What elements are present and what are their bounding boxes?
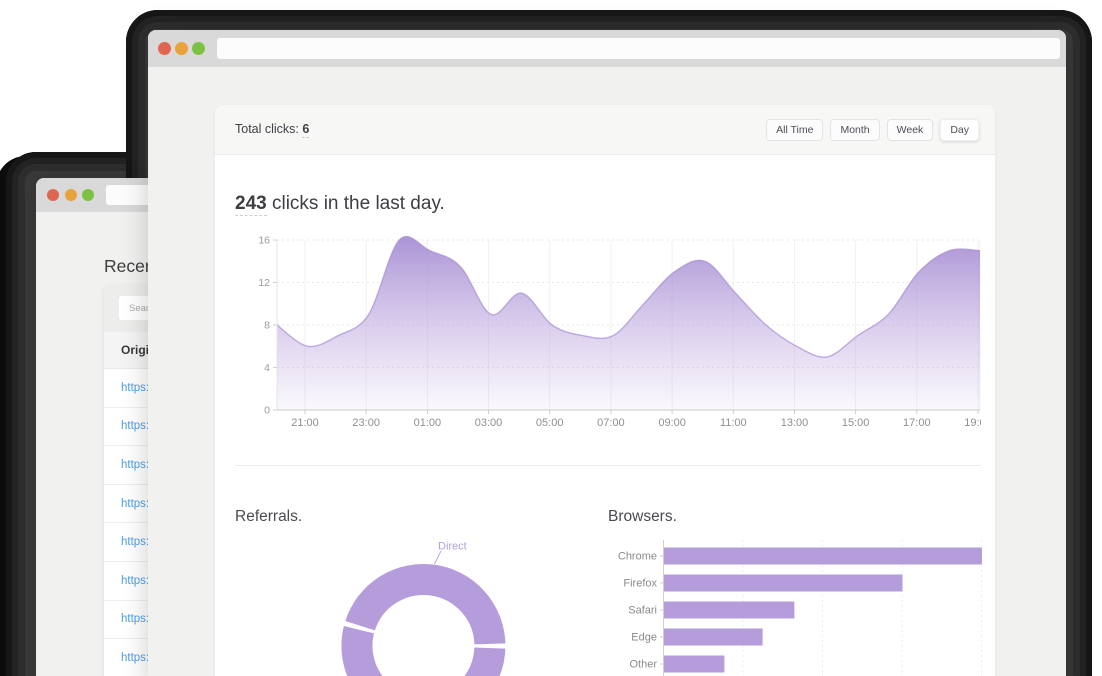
referrals-section-title: Referrals.: [235, 508, 303, 525]
original-url-link[interactable]: https://: [121, 458, 156, 471]
svg-text:Firefox: Firefox: [623, 578, 657, 590]
svg-text:19:00: 19:00: [964, 417, 981, 429]
window-control-close-icon[interactable]: [47, 189, 59, 201]
filter-all-time-button[interactable]: All Time: [766, 119, 824, 141]
window-control-minimize-icon[interactable]: [65, 189, 77, 201]
svg-text:01:00: 01:00: [414, 417, 442, 429]
svg-text:8: 8: [264, 320, 270, 332]
original-url-link[interactable]: https://: [121, 536, 156, 549]
section-divider: [235, 465, 981, 466]
original-url-link[interactable]: https://: [121, 381, 156, 394]
svg-text:07:00: 07:00: [597, 417, 625, 429]
svg-text:4: 4: [264, 362, 270, 374]
clicks-count: 243: [235, 193, 267, 216]
front-browser-toolbar: [148, 30, 1066, 67]
svg-text:Edge: Edge: [631, 632, 657, 644]
analytics-card: Total clicks: 6 All Time Month Week Day …: [215, 105, 995, 676]
svg-text:03:00: 03:00: [475, 417, 503, 429]
front-browser-window: Total clicks: 6 All Time Month Week Day …: [148, 30, 1066, 676]
original-url-link[interactable]: https://: [121, 651, 156, 664]
svg-text:13:00: 13:00: [781, 417, 809, 429]
browsers-section-title: Browsers.: [608, 508, 677, 525]
svg-text:Chrome: Chrome: [618, 551, 657, 563]
referrals-donut-chart: Direct: [330, 535, 520, 676]
svg-text:16: 16: [258, 235, 270, 247]
back-page-title: Recent: [104, 256, 160, 276]
original-url-link[interactable]: https://: [121, 420, 156, 433]
svg-text:0: 0: [264, 405, 270, 417]
original-url-link[interactable]: https://: [121, 497, 156, 510]
browsers-bar-chart: Chrome Firefox Safari Edge Other: [608, 540, 982, 676]
svg-text:09:00: 09:00: [658, 417, 686, 429]
total-clicks-text: Total clicks:: [235, 122, 299, 136]
window-control-maximize-icon[interactable]: [192, 42, 205, 55]
front-url-bar[interactable]: [217, 38, 1060, 59]
svg-text:23:00: 23:00: [352, 417, 380, 429]
window-control-minimize-icon[interactable]: [175, 42, 188, 55]
svg-text:11:00: 11:00: [720, 417, 747, 429]
svg-text:12: 12: [258, 277, 270, 289]
original-url-link[interactable]: https://: [121, 613, 156, 626]
filter-week-button[interactable]: Week: [886, 119, 934, 141]
svg-text:21:00: 21:00: [291, 417, 319, 429]
clicks-headline-text: clicks in the last day.: [266, 193, 445, 214]
filter-day-button[interactable]: Day: [940, 119, 979, 141]
svg-text:17:00: 17:00: [903, 417, 931, 429]
time-filter-group: All Time Month Week Day: [766, 119, 979, 141]
clicks-area-chart: 21:00 23:00 01:00 03:00 05:00 07:00 09:00 11:00…: [235, 230, 981, 430]
original-url-link[interactable]: https://: [121, 574, 156, 587]
filter-month-button[interactable]: Month: [830, 119, 880, 141]
analytics-card-header: Total clicks: 6 All Time Month Week Day: [215, 105, 995, 155]
svg-text:15:00: 15:00: [842, 417, 870, 429]
window-control-close-icon[interactable]: [158, 42, 171, 55]
svg-text:05:00: 05:00: [536, 417, 564, 429]
clicks-headline: 243 clicks in the last day.: [235, 193, 445, 216]
svg-text:Safari: Safari: [628, 605, 657, 617]
svg-text:Other: Other: [629, 659, 657, 671]
svg-text:Direct: Direct: [438, 541, 467, 553]
total-clicks-value: 6: [302, 122, 310, 138]
total-clicks-label: Total clicks: 6: [235, 122, 310, 138]
window-control-maximize-icon[interactable]: [82, 189, 94, 201]
